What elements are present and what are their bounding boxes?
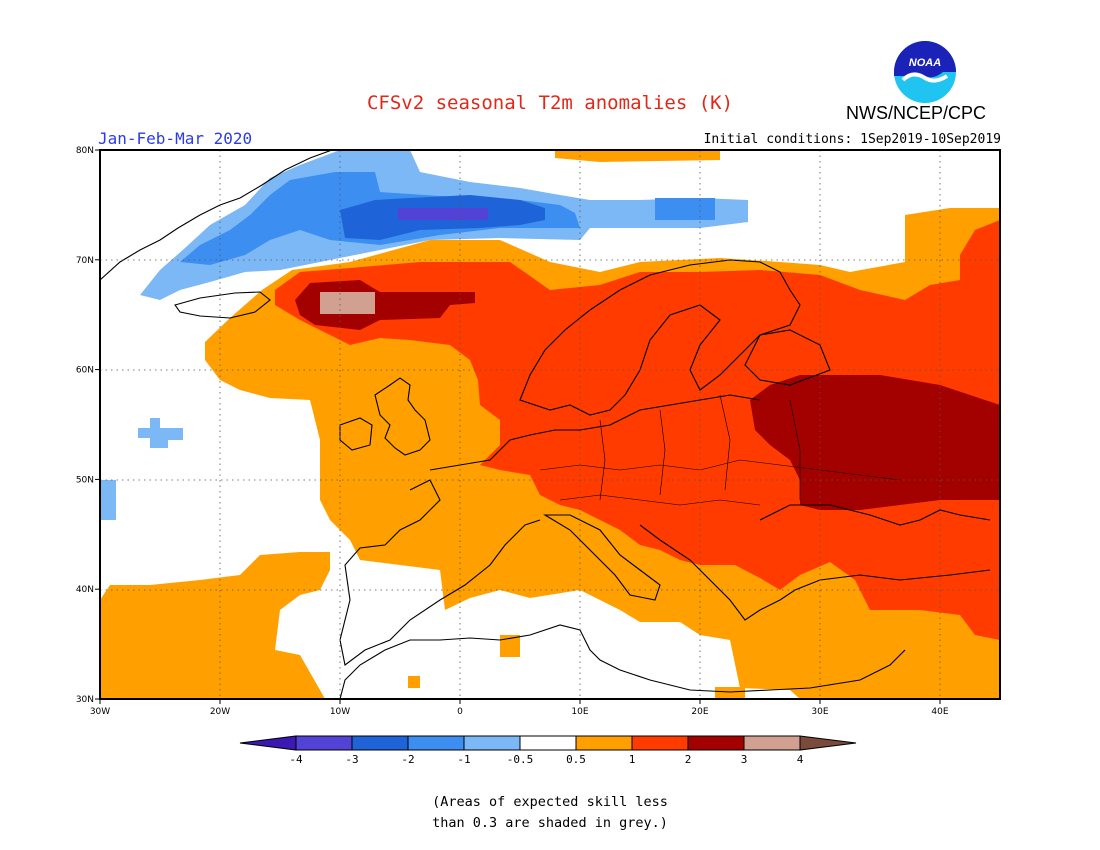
map-frame <box>99 149 1001 700</box>
lon-tick-label: 30W <box>90 707 110 717</box>
lon-tick-label: 0 <box>457 707 463 717</box>
lat-tick-label: 30N <box>76 695 94 705</box>
legend-swatch <box>519 735 577 751</box>
coastline-iberia-france <box>339 479 541 666</box>
lat-tick-label: 70N <box>76 256 94 266</box>
coastline-ireland <box>339 417 373 451</box>
coastline-black-sea <box>759 504 991 526</box>
lat-tick-label: 40N <box>76 585 94 595</box>
coastline-balkans-anatolia <box>639 524 991 621</box>
legend-tick-label: 3 <box>741 753 748 766</box>
lon-axis: 30W 20W 10W 0 10E 20E 30E 40E <box>90 699 949 717</box>
legend-tick-label: -0.5 <box>507 753 534 766</box>
coastline-finland <box>744 329 831 386</box>
skill-note-line-2: than 0.3 are shaded in grey.) <box>432 815 668 831</box>
legend-swatch <box>631 735 689 751</box>
chart-title: CFSv2 seasonal T2m anomalies (K) <box>366 92 734 114</box>
country-borders <box>599 394 801 501</box>
anomaly-patch-blue-small <box>138 418 183 448</box>
lat-axis: 30N 40N 50N 60N 70N 80N <box>76 146 100 705</box>
lon-tick-label: 30E <box>811 707 828 717</box>
country-borders <box>539 459 901 481</box>
anomaly-patch <box>500 635 520 657</box>
anomaly-patch <box>100 480 116 520</box>
color-legend: -4 -3 -2 -1 -0.5 0.5 1 2 3 4 <box>239 735 857 766</box>
skill-note: (Areas of expected skill less than 0.3 a… <box>0 792 1100 834</box>
legend-swatch <box>351 735 409 751</box>
anomaly-field <box>100 150 1000 699</box>
skill-note-line-1: (Areas of expected skill less <box>432 794 668 810</box>
coastline-north-africa <box>339 624 906 699</box>
lon-tick-label: 40E <box>931 707 948 717</box>
lat-tick-label: 60N <box>76 366 94 376</box>
legend-swatch <box>463 735 521 751</box>
legend-tick-label: -1 <box>457 753 470 766</box>
anomaly-region-2-3-east <box>750 375 1000 510</box>
anomaly-region-0.5-1-sw <box>100 552 330 699</box>
forecast-period: Jan-Feb-Mar 2020 <box>98 129 253 148</box>
legend-swatch <box>799 735 857 751</box>
legend-tick-label: 0.5 <box>566 753 586 766</box>
initial-conditions: Initial conditions: 1Sep2019-10Sep2019 <box>703 132 1001 147</box>
anomaly-patch <box>960 600 985 615</box>
coastline-great-britain <box>374 377 431 456</box>
noaa-logo-icon: NOAA <box>894 41 956 103</box>
country-borders <box>559 494 761 506</box>
legend-tick-label: 1 <box>629 753 636 766</box>
agency-label: NWS/NCEP/CPC <box>846 103 987 123</box>
lon-tick-label: 10W <box>330 707 350 717</box>
coastline-north-europe <box>429 394 761 471</box>
anomaly-patch <box>655 198 715 220</box>
lat-tick-label: 80N <box>76 146 94 156</box>
lon-tick-label: 20E <box>691 707 708 717</box>
lat-tick-label: 50N <box>76 475 94 485</box>
legend-swatch <box>239 735 297 751</box>
coastline-italy <box>543 514 661 601</box>
legend-swatch <box>575 735 633 751</box>
coastlines <box>100 150 991 699</box>
legend-tick-label: -2 <box>401 753 414 766</box>
anomaly-region-0.5-1-top <box>555 150 720 162</box>
legend-tick-label: 4 <box>797 753 804 766</box>
anomaly-region-neg3-neg4 <box>398 208 488 220</box>
anomaly-patch <box>408 676 420 688</box>
legend-swatch <box>407 735 465 751</box>
legend-swatch <box>687 735 745 751</box>
lon-tick-label: 20W <box>210 707 230 717</box>
legend-tick-label: -3 <box>345 753 358 766</box>
legend-tick-label: -4 <box>289 753 303 766</box>
legend-swatch <box>295 735 353 751</box>
logo-text: NOAA <box>909 57 941 69</box>
anomaly-region-3-4 <box>320 292 375 314</box>
legend-swatch <box>743 735 801 751</box>
anomaly-region-1-2 <box>275 220 1000 640</box>
coastline-iceland <box>174 291 271 319</box>
grid <box>100 150 1000 699</box>
coastline-scandinavia <box>519 259 801 416</box>
anomaly-patch <box>715 687 745 699</box>
coastline-greenland <box>100 150 333 281</box>
lon-tick-label: 10E <box>571 707 588 717</box>
legend-tick-label: 2 <box>685 753 692 766</box>
